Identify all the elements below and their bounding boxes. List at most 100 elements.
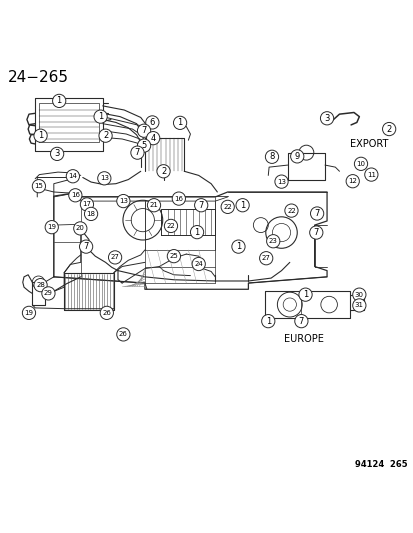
Text: 1: 1 [265, 317, 270, 326]
Circle shape [290, 150, 303, 163]
Text: 2: 2 [103, 131, 108, 140]
Circle shape [34, 279, 47, 292]
Text: 12: 12 [347, 178, 356, 184]
Text: 5: 5 [141, 141, 146, 150]
Circle shape [320, 112, 333, 125]
Text: 18: 18 [86, 211, 95, 217]
Circle shape [52, 94, 66, 108]
Circle shape [80, 198, 93, 211]
Text: 26: 26 [119, 332, 128, 337]
Circle shape [145, 116, 159, 129]
Text: EXPORT: EXPORT [349, 139, 387, 149]
Circle shape [137, 139, 150, 152]
Text: 11: 11 [366, 172, 375, 177]
Circle shape [274, 175, 287, 188]
Circle shape [137, 124, 150, 138]
Text: 20: 20 [76, 225, 85, 231]
Circle shape [66, 169, 79, 183]
Text: 30: 30 [354, 292, 363, 297]
Circle shape [97, 172, 111, 185]
Text: 7: 7 [298, 317, 303, 326]
Circle shape [364, 168, 377, 181]
Circle shape [192, 257, 205, 271]
Circle shape [84, 207, 97, 221]
Circle shape [382, 123, 395, 136]
Circle shape [146, 132, 159, 145]
Text: 19: 19 [47, 224, 56, 230]
Text: 13: 13 [100, 175, 109, 181]
Text: 10: 10 [356, 161, 365, 167]
Circle shape [94, 110, 107, 123]
Circle shape [221, 200, 234, 214]
Text: 27: 27 [261, 255, 270, 261]
Circle shape [108, 251, 121, 264]
Text: 21: 21 [149, 202, 158, 208]
Circle shape [354, 157, 367, 171]
Text: 22: 22 [166, 223, 175, 229]
Circle shape [147, 199, 160, 212]
Circle shape [157, 165, 170, 178]
Circle shape [298, 288, 311, 301]
Circle shape [42, 287, 55, 300]
Circle shape [69, 189, 82, 202]
Text: 17: 17 [82, 201, 91, 207]
Circle shape [116, 195, 130, 208]
Circle shape [22, 306, 36, 319]
Text: 22: 22 [286, 208, 295, 214]
Text: 8: 8 [269, 152, 274, 161]
Circle shape [172, 192, 185, 205]
Circle shape [99, 129, 112, 142]
Text: 28: 28 [36, 282, 45, 288]
Text: 14: 14 [68, 173, 77, 179]
Text: 6: 6 [150, 118, 154, 127]
Circle shape [294, 314, 307, 328]
Text: 1: 1 [57, 96, 62, 106]
Circle shape [50, 147, 64, 160]
Text: 16: 16 [174, 196, 183, 201]
Text: 1: 1 [98, 112, 103, 121]
Circle shape [352, 288, 365, 301]
Circle shape [194, 199, 207, 212]
Text: 24−265: 24−265 [8, 70, 69, 85]
Circle shape [45, 221, 58, 234]
Text: 15: 15 [34, 183, 43, 189]
Text: 1: 1 [177, 118, 182, 127]
Text: 94124  265: 94124 265 [354, 459, 407, 469]
Text: 2: 2 [161, 167, 166, 176]
Circle shape [284, 204, 297, 217]
Text: 23: 23 [268, 238, 277, 244]
Text: 7: 7 [135, 148, 140, 157]
Circle shape [231, 240, 244, 253]
Text: 31: 31 [354, 302, 363, 309]
Text: 7: 7 [141, 126, 146, 135]
Text: 19: 19 [24, 310, 33, 316]
Circle shape [266, 235, 279, 248]
Text: 1: 1 [235, 242, 240, 251]
Text: 9: 9 [294, 152, 299, 161]
Circle shape [190, 225, 203, 239]
Text: 1: 1 [240, 201, 244, 209]
Circle shape [34, 129, 47, 142]
Text: 29: 29 [44, 290, 53, 296]
Text: 22: 22 [223, 204, 232, 210]
Circle shape [167, 249, 180, 263]
Text: 24: 24 [194, 261, 203, 267]
Text: 7: 7 [314, 209, 319, 218]
Circle shape [235, 199, 249, 212]
Text: 13: 13 [119, 198, 128, 204]
Text: 16: 16 [71, 192, 80, 198]
Text: 1: 1 [194, 228, 199, 237]
Circle shape [352, 299, 365, 312]
Text: 26: 26 [102, 310, 111, 316]
Text: 1: 1 [302, 290, 307, 299]
Circle shape [259, 252, 272, 265]
Circle shape [173, 116, 186, 130]
Circle shape [310, 207, 323, 220]
Text: 3: 3 [55, 149, 59, 158]
Circle shape [79, 240, 93, 253]
Circle shape [74, 222, 87, 235]
Circle shape [345, 175, 358, 188]
Text: 4: 4 [150, 134, 155, 143]
Circle shape [131, 146, 144, 159]
Text: 7: 7 [83, 242, 88, 251]
